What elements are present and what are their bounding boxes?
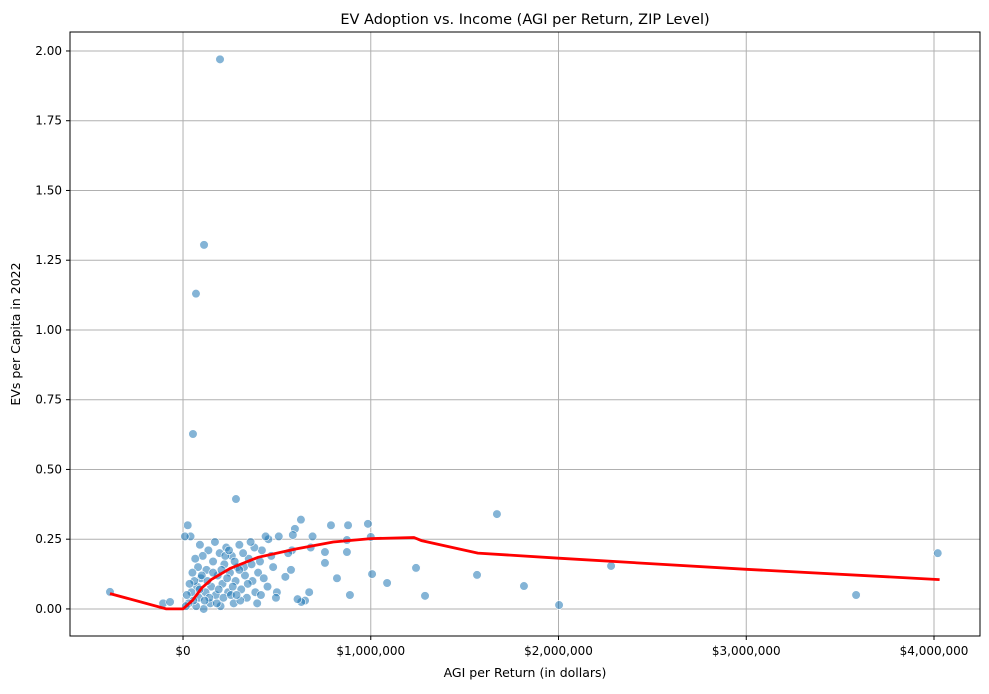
data-point [492, 509, 502, 519]
data-point [292, 594, 303, 604]
y-tick-label: 0.50 [35, 462, 62, 476]
data-point [191, 289, 201, 299]
data-point [420, 591, 430, 601]
data-point [382, 578, 392, 588]
data-point [210, 537, 220, 547]
data-point [184, 579, 195, 589]
y-axis-label: EVs per Capita in 2022 [8, 262, 23, 405]
data-point [222, 573, 232, 583]
data-point [252, 598, 262, 608]
axis-ticks: $0 $1,000,000 $2,000,000 $3,000,000 $4,000,0… [35, 44, 968, 658]
data-point [286, 565, 296, 575]
data-point [231, 494, 241, 504]
data-point [182, 590, 192, 600]
data-point [363, 519, 373, 529]
data-point [215, 54, 225, 64]
y-tick-label: 1.25 [35, 253, 62, 267]
data-point [320, 547, 330, 557]
data-point [268, 562, 278, 572]
data-point [165, 597, 175, 607]
data-point [411, 563, 421, 573]
x-tick-label: $0 [175, 644, 190, 658]
data-point [253, 568, 263, 578]
x-axis-label: AGI per Return (in dollars) [444, 665, 607, 680]
data-point [345, 590, 355, 600]
data-point [187, 568, 198, 578]
data-point [606, 561, 616, 571]
data-point [261, 531, 271, 542]
data-point [231, 590, 242, 600]
data-point [271, 593, 281, 603]
data-point [199, 240, 209, 250]
y-tick-label: 0.25 [35, 532, 62, 546]
data-point [256, 590, 266, 600]
y-tick-label: 1.50 [35, 183, 62, 197]
data-point [197, 570, 207, 581]
y-tick-label: 2.00 [35, 44, 62, 58]
x-tick-label: $4,000,000 [900, 644, 969, 658]
data-point [208, 556, 218, 567]
data-point [183, 520, 193, 530]
data-point [519, 581, 529, 591]
data-point [342, 547, 352, 557]
data-point [212, 598, 222, 608]
data-point [214, 584, 224, 595]
data-point [472, 570, 482, 580]
data-point [238, 548, 248, 558]
data-point [246, 537, 256, 547]
y-tick-label: 1.75 [35, 114, 62, 128]
data-point [259, 573, 269, 583]
data-point [326, 520, 336, 530]
data-point [304, 587, 314, 597]
data-point [307, 531, 318, 542]
scatter-points [105, 54, 943, 614]
data-point [343, 520, 353, 530]
data-point [200, 595, 210, 606]
data-point [554, 600, 564, 610]
x-tick-label: $3,000,000 [712, 644, 781, 658]
data-point [296, 515, 306, 525]
trend-line [109, 536, 940, 611]
data-point [320, 558, 330, 568]
data-point [851, 590, 861, 600]
data-point [193, 562, 203, 572]
data-point [188, 429, 198, 439]
grid [70, 32, 980, 636]
data-point [180, 531, 190, 542]
data-point [933, 548, 943, 558]
y-tick-label: 0.75 [35, 393, 62, 407]
data-point [367, 569, 377, 579]
data-point [274, 531, 284, 542]
data-point [224, 545, 234, 555]
x-tick-label: $2,000,000 [524, 644, 593, 658]
data-point [262, 582, 273, 592]
plot-frame [69, 31, 981, 637]
data-point [203, 545, 213, 555]
data-point [234, 540, 244, 550]
x-tick-label: $1,000,000 [336, 644, 405, 658]
data-point [190, 554, 200, 564]
data-point [195, 540, 205, 550]
chart-title: EV Adoption vs. Income (AGI per Return, … [340, 12, 709, 28]
data-point [288, 530, 298, 540]
data-point [332, 573, 342, 583]
data-point [280, 572, 290, 582]
data-point [228, 582, 238, 592]
y-tick-label: 0.00 [35, 602, 62, 616]
data-point [243, 579, 253, 589]
y-tick-label: 1.00 [35, 323, 62, 337]
